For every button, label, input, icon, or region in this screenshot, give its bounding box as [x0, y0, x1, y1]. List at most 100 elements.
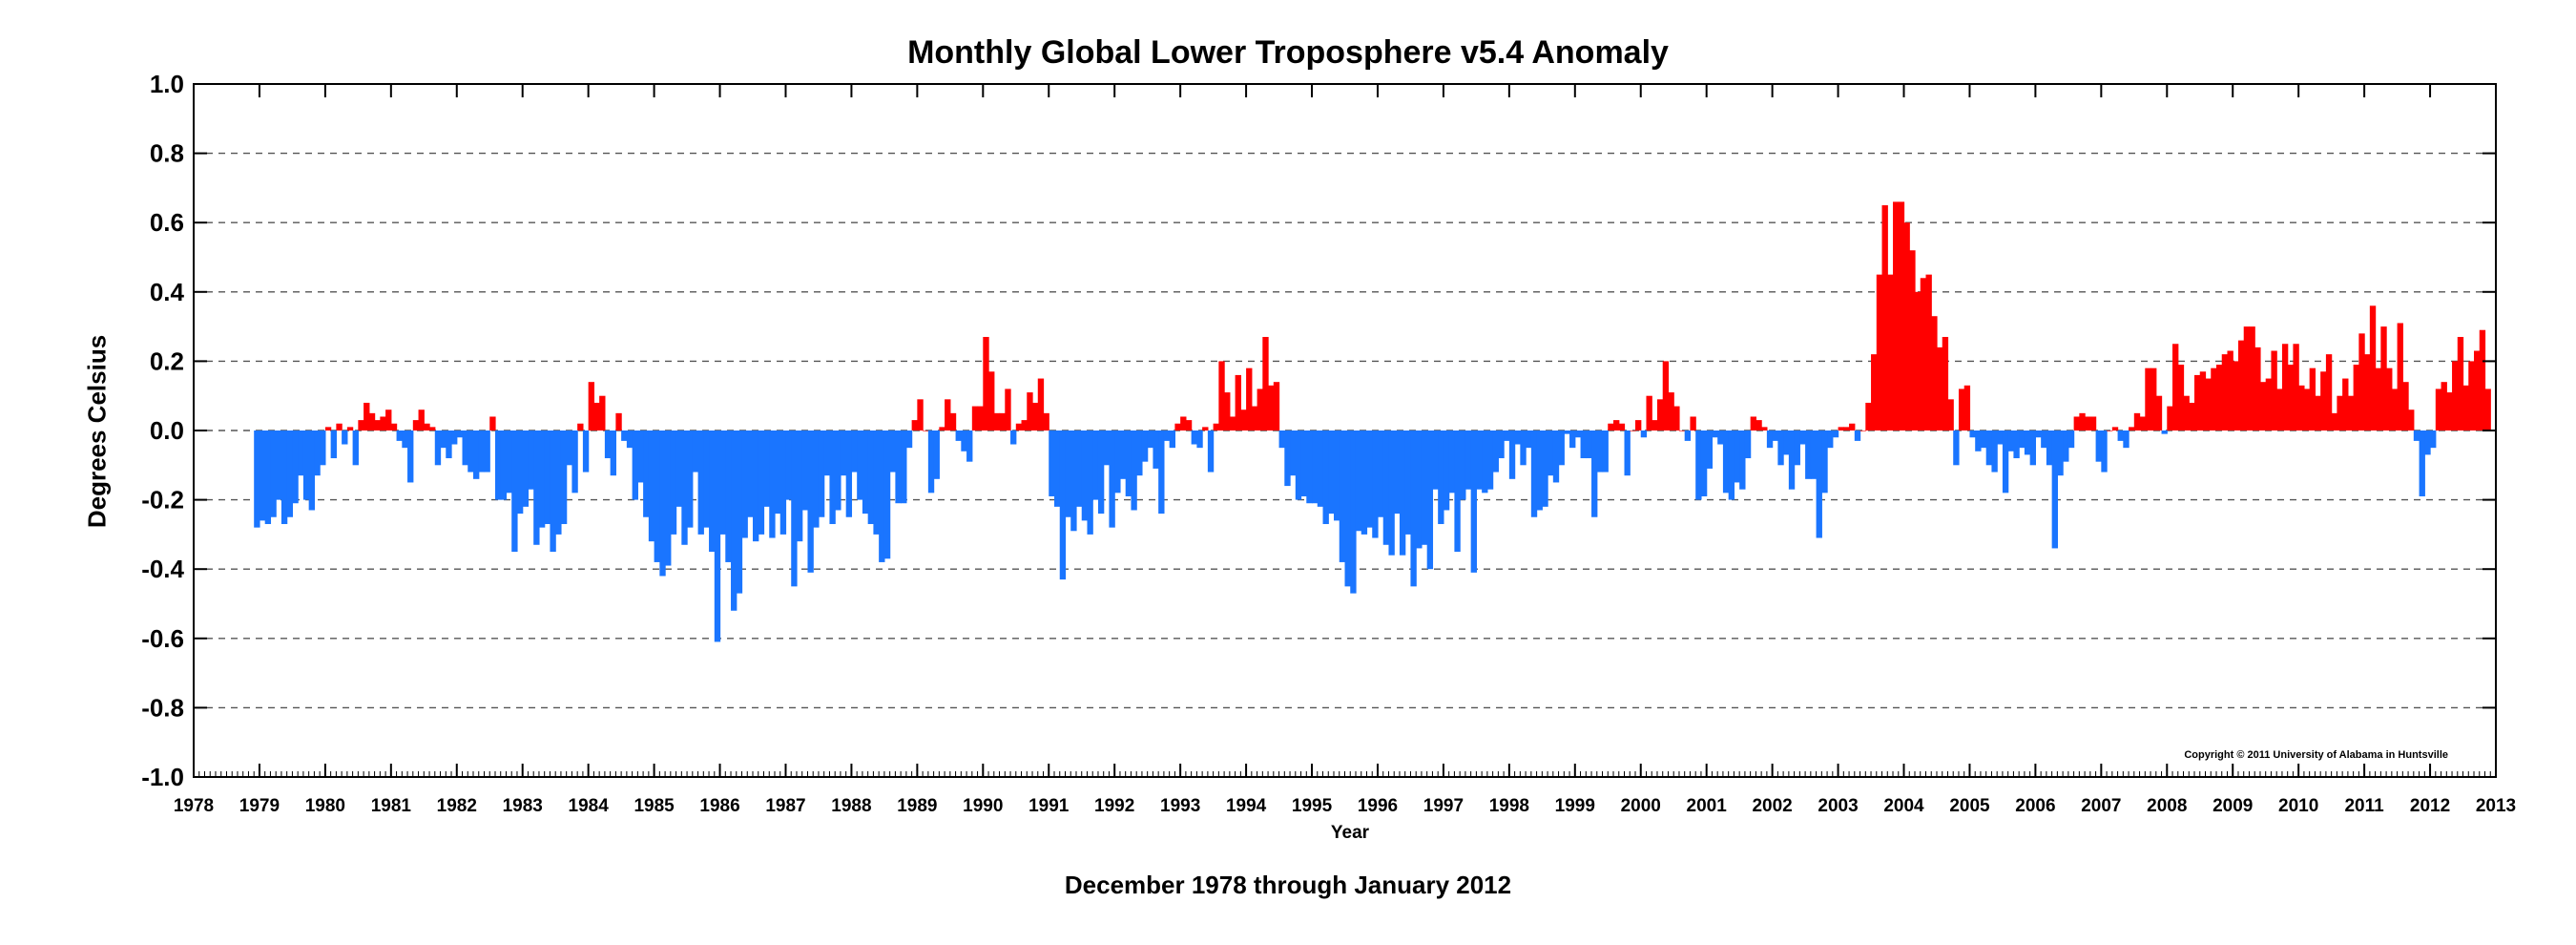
x-tick-label: 2006	[2015, 796, 2055, 816]
anomaly-bar	[2019, 430, 2025, 449]
anomaly-bar	[1678, 430, 1686, 431]
anomaly-bar	[2041, 430, 2047, 449]
x-tick-label: 1986	[699, 796, 739, 816]
y-tick-labels: 1.0 0.8 0.6 0.4 0.2 0.0 -0.2 -0.4 -0.6 -0.8 -1.0	[141, 70, 184, 791]
anomaly-bar	[429, 427, 436, 430]
anomaly-bar	[873, 430, 880, 535]
anomaly-bar	[813, 430, 820, 528]
anomaly-bar	[905, 430, 913, 449]
axis-ticks	[193, 83, 2497, 778]
anomaly-bar	[1536, 430, 1543, 511]
anomaly-bar	[1656, 399, 1664, 430]
anomaly-bar	[2211, 368, 2217, 430]
anomaly-bar	[566, 430, 573, 466]
anomaly-bar	[374, 420, 381, 430]
anomaly-bar	[1174, 423, 1181, 430]
anomaly-bar	[1454, 430, 1461, 553]
anomaly-bar	[1652, 420, 1658, 430]
y-tick-label: 0.0	[150, 416, 184, 445]
anomaly-bar	[1552, 430, 1560, 483]
anomaly-bar	[2397, 323, 2403, 430]
anomaly-bar	[911, 420, 918, 430]
anomaly-bar	[364, 402, 370, 430]
anomaly-bar	[785, 430, 792, 500]
anomaly-bar	[1887, 274, 1894, 430]
anomaly-bar	[1514, 430, 1521, 445]
anomaly-bar	[588, 382, 595, 430]
anomaly-bar	[1229, 416, 1236, 430]
anomaly-bar	[2073, 416, 2080, 430]
anomaly-bar	[2315, 395, 2321, 430]
anomaly-bar	[1054, 430, 1061, 507]
anomaly-bar	[2484, 388, 2491, 430]
anomaly-bar	[675, 430, 682, 507]
anomaly-bar	[571, 430, 578, 494]
anomaly-bar	[320, 430, 326, 466]
anomaly-bar	[626, 430, 634, 449]
anomaly-bar	[2375, 368, 2381, 430]
anomaly-bar	[1700, 430, 1708, 496]
anomaly-bar	[1350, 430, 1357, 594]
anomaly-bar	[775, 430, 781, 514]
anomaly-bar	[2051, 430, 2058, 549]
anomaly-bar	[1810, 430, 1818, 479]
anomaly-bar	[2107, 430, 2113, 431]
anomaly-bar	[380, 416, 386, 430]
anomaly-bar	[2320, 371, 2327, 430]
anomaly-bar	[1136, 430, 1143, 476]
anomaly-bar	[314, 430, 321, 476]
anomaly-bar	[670, 430, 677, 535]
anomaly-bar	[1915, 291, 1922, 430]
anomaly-bar	[1438, 430, 1444, 525]
anomaly-bar	[593, 402, 600, 430]
anomaly-bar	[1015, 423, 1023, 430]
anomaly-bar	[2347, 395, 2355, 430]
anomaly-bar	[2227, 350, 2233, 430]
anomaly-bar	[2337, 395, 2343, 430]
anomaly-bar	[1602, 430, 1609, 472]
anomaly-bar	[2408, 410, 2415, 430]
anomaly-bar	[446, 430, 452, 459]
anomaly-bar	[2287, 365, 2295, 430]
anomaly-bar	[966, 430, 973, 462]
anomaly-bar	[807, 430, 814, 573]
anomaly-bar	[2298, 385, 2305, 430]
anomaly-bar	[993, 412, 1001, 430]
anomaly-bar	[506, 430, 512, 494]
anomaly-bar	[1465, 430, 1472, 490]
x-tick-label: 1987	[765, 796, 805, 816]
x-tick-label: 1981	[371, 796, 412, 816]
x-tick-label: 2003	[1818, 796, 1858, 816]
anomaly-bar	[709, 430, 716, 553]
anomaly-bar	[2024, 430, 2031, 455]
anomaly-bar	[692, 430, 699, 472]
anomaly-bar	[1690, 416, 1696, 430]
anomaly-bar	[1706, 430, 1714, 469]
anomaly-bar	[1394, 430, 1401, 514]
anomaly-bar	[1947, 399, 1954, 430]
anomaly-bar	[2402, 382, 2409, 430]
anomaly-bar	[516, 430, 524, 514]
anomaly-bar	[1010, 430, 1017, 445]
anomaly-bar	[927, 430, 935, 494]
anomaly-bar	[621, 430, 628, 441]
anomaly-bar	[473, 430, 480, 479]
anomaly-bar	[1542, 430, 1548, 507]
x-tick-label: 2012	[2410, 796, 2450, 816]
anomaly-bar	[1065, 430, 1071, 517]
anomaly-bar	[582, 430, 590, 472]
anomaly-bar	[1832, 430, 1839, 438]
anomaly-bar	[2462, 385, 2469, 430]
anomaly-bar	[1426, 430, 1434, 570]
anomaly-bar	[1218, 361, 1225, 430]
anomaly-bar	[336, 423, 343, 430]
anomaly-bar	[999, 412, 1006, 430]
anomaly-bar	[308, 430, 315, 511]
anomaly-bar	[1125, 430, 1132, 496]
anomaly-bar	[643, 430, 650, 517]
anomaly-bar	[2386, 368, 2393, 430]
anomaly-bar	[845, 430, 853, 517]
anomaly-bar	[1695, 430, 1702, 500]
anomaly-bar	[1328, 430, 1335, 514]
y-tick-label: 0.6	[150, 208, 184, 237]
